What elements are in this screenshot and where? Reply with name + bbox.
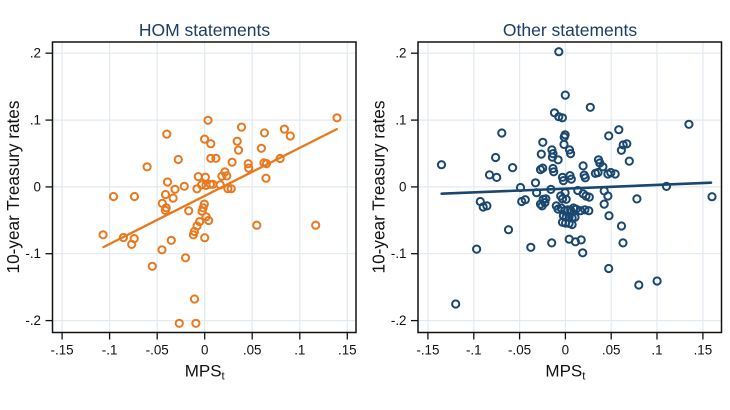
svg-text:10-year Treasury rates: 10-year Treasury rates bbox=[369, 101, 389, 274]
svg-text:-.1: -.1 bbox=[466, 343, 482, 358]
svg-text:-.2: -.2 bbox=[391, 313, 407, 328]
svg-text:.1: .1 bbox=[395, 113, 406, 128]
svg-text:Other statements: Other statements bbox=[503, 20, 637, 40]
svg-text:.2: .2 bbox=[395, 46, 406, 61]
svg-text:0: 0 bbox=[399, 179, 406, 194]
svg-text:MPSt: MPSt bbox=[185, 362, 226, 383]
svg-text:-.1: -.1 bbox=[102, 343, 118, 358]
svg-text:.05: .05 bbox=[243, 343, 262, 358]
svg-text:.2: .2 bbox=[30, 46, 41, 61]
svg-text:.15: .15 bbox=[338, 343, 357, 358]
svg-text:-.15: -.15 bbox=[416, 343, 439, 358]
svg-text:HOM statements: HOM statements bbox=[139, 20, 271, 40]
svg-text:-.05: -.05 bbox=[146, 343, 169, 358]
svg-text:MPSt: MPSt bbox=[545, 362, 586, 383]
svg-text:.1: .1 bbox=[30, 113, 41, 128]
svg-text:-.2: -.2 bbox=[25, 313, 41, 328]
svg-text:0: 0 bbox=[562, 343, 569, 358]
svg-text:.15: .15 bbox=[694, 343, 713, 358]
svg-text:0: 0 bbox=[34, 179, 41, 194]
svg-text:.05: .05 bbox=[602, 343, 621, 358]
svg-text:.1: .1 bbox=[651, 343, 662, 358]
svg-text:0: 0 bbox=[201, 343, 208, 358]
svg-text:-.05: -.05 bbox=[508, 343, 531, 358]
svg-text:-.1: -.1 bbox=[25, 246, 41, 261]
svg-text:10-year Treasury rates: 10-year Treasury rates bbox=[3, 101, 23, 274]
svg-text:-.15: -.15 bbox=[51, 343, 74, 358]
svg-text:.1: .1 bbox=[294, 343, 305, 358]
svg-text:-.1: -.1 bbox=[391, 246, 407, 261]
